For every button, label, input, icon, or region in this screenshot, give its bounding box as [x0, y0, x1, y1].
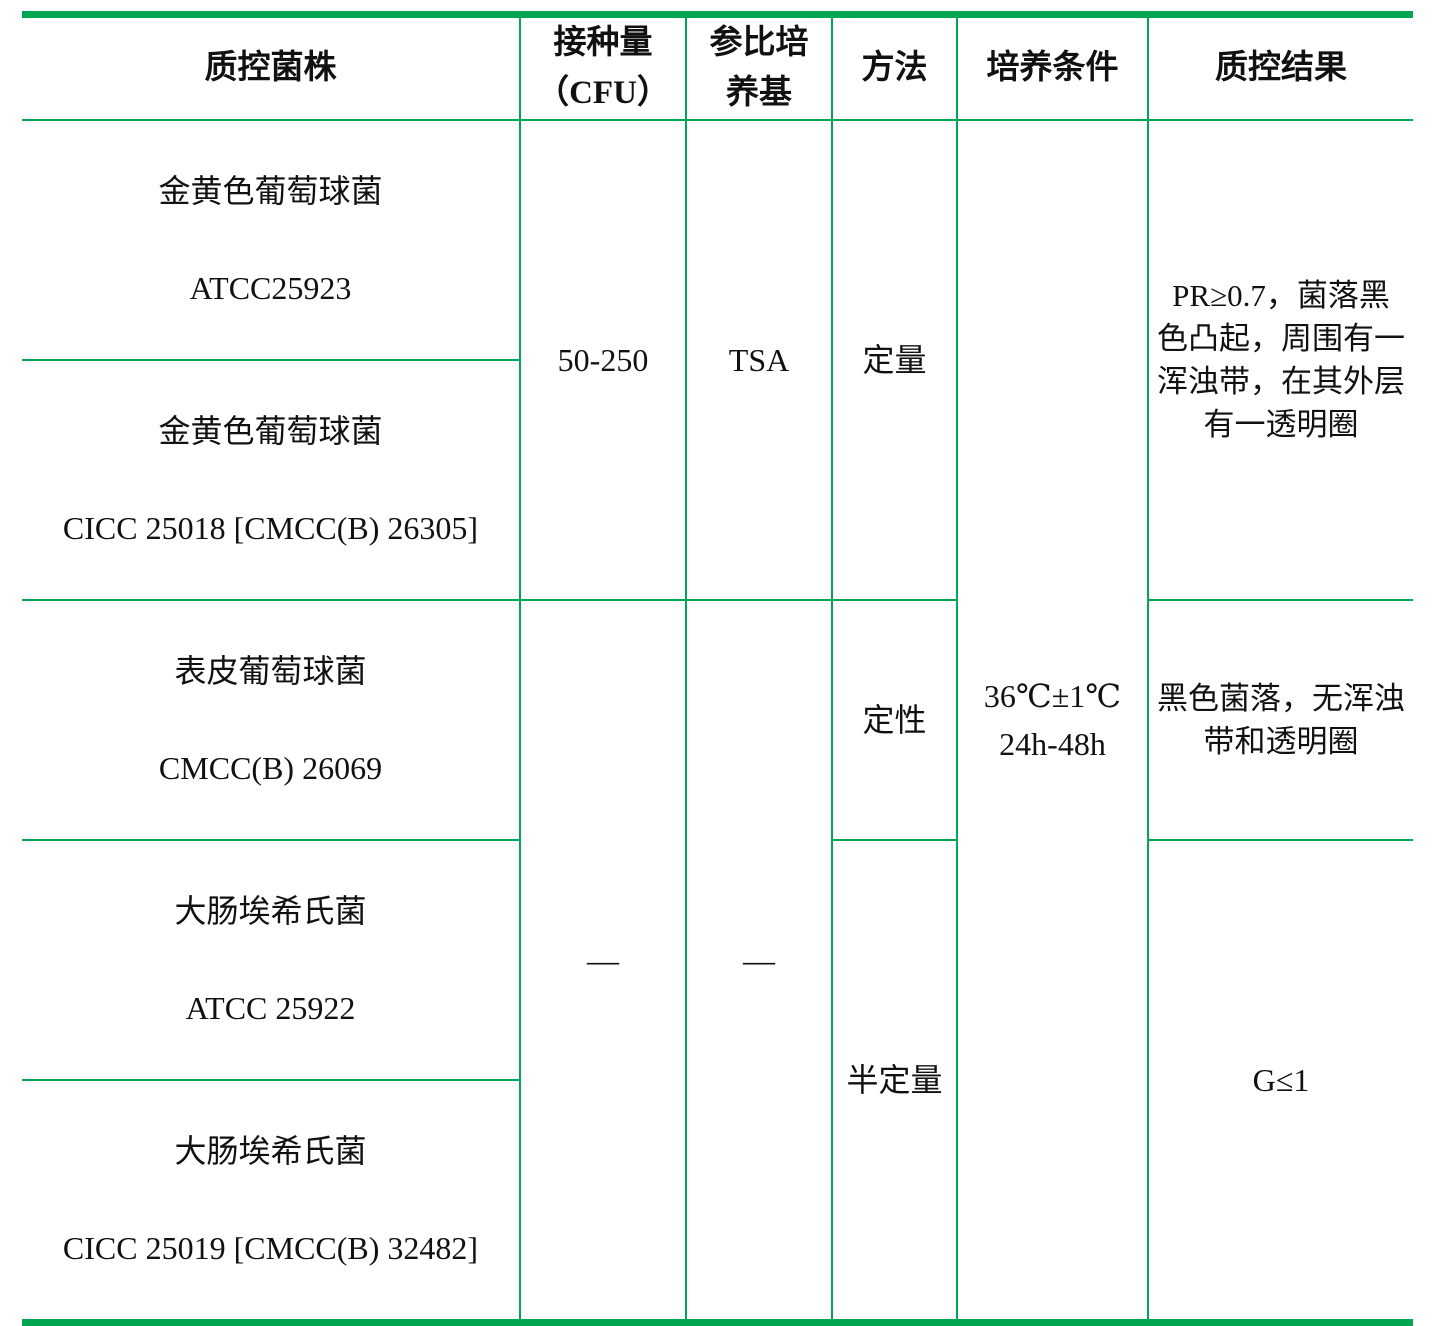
strain-code: CICC 25018 [CMCC(B) 26305] — [62, 509, 479, 546]
result-epidermidis-cell: 黑色菌落，无浑浊 带和透明圈 — [1147, 598, 1413, 841]
strain-name: 大肠埃希氏菌 — [174, 892, 367, 929]
strain-code: ATCC25923 — [189, 269, 352, 306]
table-row: 表皮葡萄球菌 CMCC(B) 26069 — — 定性 黑色菌落，无浑浊 带和透… — [22, 598, 1413, 1323]
strain-cell-epidermidis: 表皮葡萄球菌 CMCC(B) 26069 — [22, 598, 521, 841]
inoculum-others-cell: — — [519, 598, 687, 1323]
document-page: 质控菌株 接种量 （CFU） 参比培 养基 方法 培养条件 质控结果 金黄色葡萄… — [22, 11, 1413, 1326]
strain-name: 金黄色葡萄球菌 — [158, 172, 383, 209]
strain-name: 大肠埃希氏菌 — [174, 1132, 367, 1169]
medium-others-cell: — — [685, 598, 833, 1323]
col-header-inoculum: 接种量 （CFU） — [519, 13, 687, 121]
strain-code: CMCC(B) 26069 — [158, 749, 383, 786]
inoculum-staph-cell: 50-250 — [519, 118, 687, 601]
col-header-medium: 参比培 养基 — [685, 13, 833, 121]
table-row: 金黄色葡萄球菌 CICC 25018 [CMCC(B) 26305] — [22, 358, 1413, 601]
strain-cell-ecoli-cicc: 大肠埃希氏菌 CICC 25019 [CMCC(B) 32482] — [22, 1078, 521, 1323]
strain-name: 金黄色葡萄球菌 — [158, 412, 383, 449]
method-quantitative-cell: 定量 — [831, 118, 958, 601]
qc-table: 质控菌株 接种量 （CFU） 参比培 养基 方法 培养条件 质控结果 金黄色葡萄… — [22, 11, 1413, 1326]
col-header-strain: 质控菌株 — [22, 13, 521, 121]
strain-cell-ecoli-atcc: 大肠埃希氏菌 ATCC 25922 — [22, 838, 521, 1081]
col-header-method: 方法 — [831, 13, 958, 121]
method-semiquantitative-cell: 半定量 — [831, 838, 958, 1323]
medium-staph-cell: TSA — [685, 118, 833, 601]
result-aureus-cell: PR≥0.7，菌落黑 色凸起，周围有一 浑浊带，在其外层 有一透明圈 — [1147, 118, 1413, 601]
method-qualitative-cell: 定性 — [831, 598, 958, 841]
col-header-result: 质控结果 — [1147, 13, 1413, 121]
strain-code: CICC 25019 [CMCC(B) 32482] — [62, 1229, 479, 1266]
strain-cell-aureus-atcc: 金黄色葡萄球菌 ATCC25923 — [22, 118, 521, 361]
condition-cell: 36℃±1℃ 24h-48h — [956, 118, 1149, 1323]
header-row: 质控菌株 接种量 （CFU） 参比培 养基 方法 培养条件 质控结果 — [22, 13, 1413, 121]
strain-name: 表皮葡萄球菌 — [174, 652, 367, 689]
result-ecoli-cell: G≤1 — [1147, 838, 1413, 1323]
col-header-condition: 培养条件 — [956, 13, 1149, 121]
strain-code: ATCC 25922 — [185, 989, 356, 1026]
table-row: 金黄色葡萄球菌 ATCC25923 50-250 TSA 定量 36℃±1℃ 2… — [22, 118, 1413, 1323]
strain-cell-aureus-cicc: 金黄色葡萄球菌 CICC 25018 [CMCC(B) 26305] — [22, 358, 521, 601]
